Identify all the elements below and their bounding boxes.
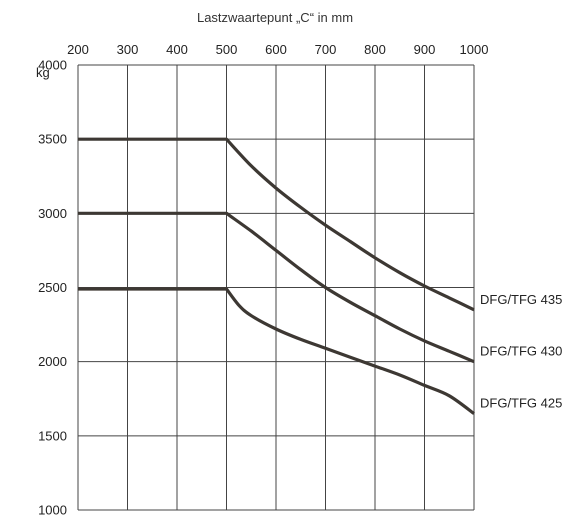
series-labels: DFG/TFG 435 DFG/TFG 430 DFG/TFG 425 (480, 292, 562, 411)
series-line-2 (78, 287, 475, 415)
x-tick-labels: 200 300 400 500 600 700 800 900 1000 (67, 42, 488, 57)
series-lines (78, 137, 475, 415)
series-line-0 (78, 137, 475, 312)
x-axis-title: Lastzwaartepunt „C“ in mm (197, 10, 353, 25)
x-tick-label: 700 (315, 42, 337, 57)
x-tick-label: 1000 (460, 42, 489, 57)
series-label-1: DFG/TFG 430 (480, 344, 562, 359)
y-tick-label: 2000 (38, 354, 67, 369)
x-tick-label: 800 (364, 42, 386, 57)
x-tick-label: 400 (166, 42, 188, 57)
y-tick-label: 3500 (38, 132, 67, 147)
y-tick-label: 4000 (38, 58, 67, 73)
series-line-1 (78, 211, 475, 364)
x-tick-label: 200 (67, 42, 89, 57)
y-tick-labels: 1000 1500 2000 2500 3000 3500 4000 (38, 58, 67, 518)
series-label-2: DFG/TFG 425 (480, 396, 562, 411)
y-tick-label: 1000 (38, 503, 67, 518)
y-tick-label: 2500 (38, 280, 67, 295)
series-label-0: DFG/TFG 435 (480, 292, 562, 307)
y-tick-label: 3000 (38, 206, 67, 221)
x-tick-label: 500 (216, 42, 238, 57)
y-axis-unit: kg (36, 65, 50, 80)
x-tick-label: 300 (117, 42, 139, 57)
x-tick-label: 900 (414, 42, 436, 57)
x-tick-label: 600 (265, 42, 287, 57)
y-tick-label: 1500 (38, 428, 67, 443)
